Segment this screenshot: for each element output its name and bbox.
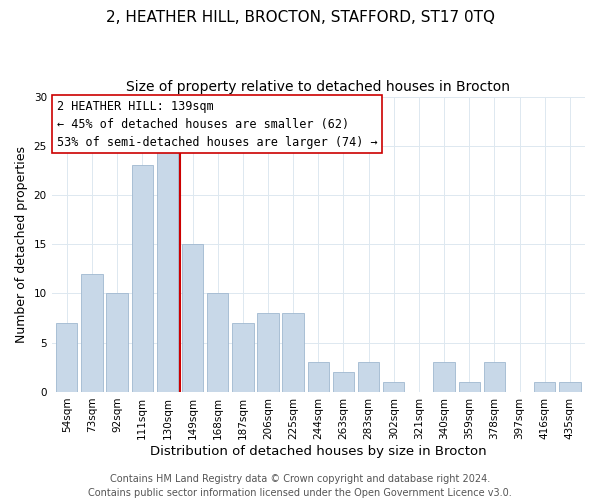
Text: Contains HM Land Registry data © Crown copyright and database right 2024.
Contai: Contains HM Land Registry data © Crown c… [88, 474, 512, 498]
Bar [559, 382, 581, 392]
Y-axis label: Number of detached properties: Number of detached properties [15, 146, 28, 343]
Bar [534, 382, 556, 392]
Bar [232, 323, 254, 392]
Bar [207, 294, 229, 392]
Bar [283, 313, 304, 392]
X-axis label: Distribution of detached houses by size in Brocton: Distribution of detached houses by size … [150, 444, 487, 458]
Bar [157, 146, 178, 392]
Text: 2 HEATHER HILL: 139sqm
← 45% of detached houses are smaller (62)
53% of semi-det: 2 HEATHER HILL: 139sqm ← 45% of detached… [57, 100, 377, 148]
Bar [433, 362, 455, 392]
Bar [106, 294, 128, 392]
Bar [383, 382, 404, 392]
Title: Size of property relative to detached houses in Brocton: Size of property relative to detached ho… [127, 80, 511, 94]
Bar [308, 362, 329, 392]
Bar [182, 244, 203, 392]
Bar [81, 274, 103, 392]
Text: 2, HEATHER HILL, BROCTON, STAFFORD, ST17 0TQ: 2, HEATHER HILL, BROCTON, STAFFORD, ST17… [106, 10, 494, 25]
Bar [333, 372, 354, 392]
Bar [131, 166, 153, 392]
Bar [484, 362, 505, 392]
Bar [358, 362, 379, 392]
Bar [458, 382, 480, 392]
Bar [257, 313, 279, 392]
Bar [56, 323, 77, 392]
